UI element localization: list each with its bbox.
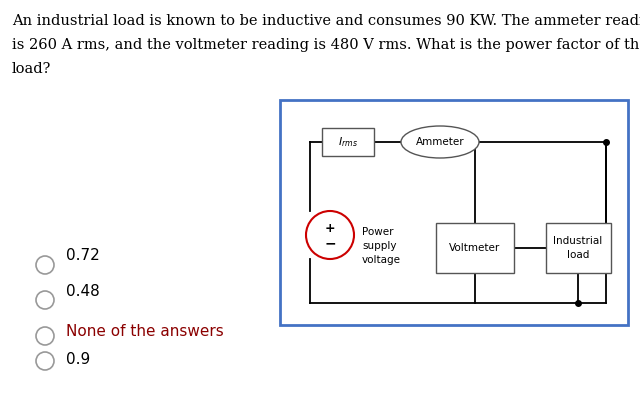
FancyBboxPatch shape	[436, 223, 514, 273]
FancyBboxPatch shape	[280, 100, 628, 325]
Text: Power
supply
voltage: Power supply voltage	[362, 227, 401, 265]
Text: +: +	[324, 221, 335, 235]
Text: Industrial
load: Industrial load	[554, 236, 603, 260]
Text: is 260 A rms, and the voltmeter reading is 480 V rms. What is the power factor o: is 260 A rms, and the voltmeter reading …	[12, 38, 640, 52]
Text: Voltmeter: Voltmeter	[449, 243, 500, 253]
Text: 0.72: 0.72	[66, 248, 100, 263]
Text: $I_{rms}$: $I_{rms}$	[338, 135, 358, 149]
Text: load?: load?	[12, 62, 51, 76]
Text: Ammeter: Ammeter	[416, 137, 464, 147]
Text: 0.9: 0.9	[66, 352, 90, 367]
Ellipse shape	[401, 126, 479, 158]
Text: None of the answers: None of the answers	[66, 324, 224, 339]
Text: An industrial load is known to be inductive and consumes 90 KW. The ammeter read: An industrial load is known to be induct…	[12, 14, 640, 28]
FancyBboxPatch shape	[322, 128, 374, 156]
FancyBboxPatch shape	[545, 223, 611, 273]
Text: 0.48: 0.48	[66, 284, 100, 299]
Text: −: −	[324, 236, 336, 250]
